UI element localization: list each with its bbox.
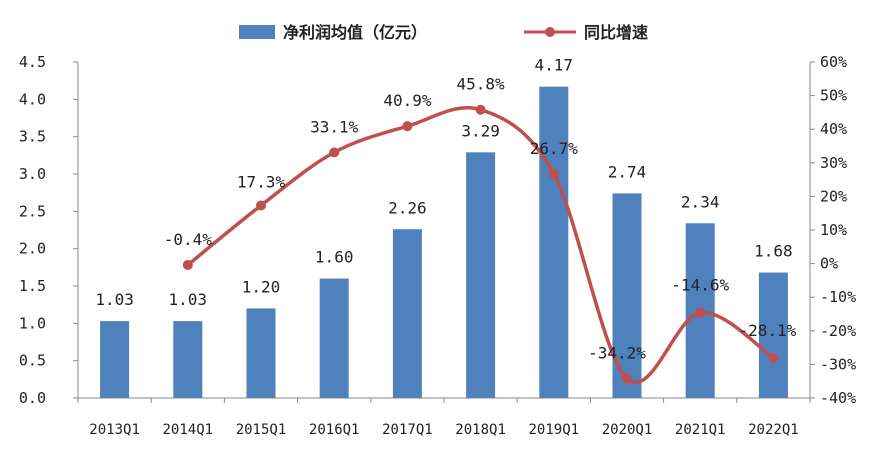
growth-value-label: 45.8%	[457, 75, 506, 94]
growth-point	[182, 259, 193, 270]
legend-bar-label: 净利润均值（亿元）	[283, 23, 427, 42]
right-tick-label: -20%	[820, 322, 856, 340]
growth-value-label: -0.4%	[164, 230, 213, 249]
left-tick-label: 1.0	[19, 314, 46, 332]
left-tick-label: 0.0	[19, 389, 46, 407]
bar-value-label: 1.03	[95, 290, 134, 309]
bar-value-label: 1.60	[315, 248, 354, 267]
x-tick-label: 2021Q1	[675, 422, 726, 438]
right-tick-label: 10%	[820, 221, 847, 239]
bar	[173, 321, 203, 398]
bar-value-label: 2.74	[608, 162, 647, 181]
bar-value-label: 1.20	[242, 277, 281, 296]
bar	[539, 86, 569, 398]
left-tick-label: 4.0	[19, 90, 46, 108]
x-tick-label: 2019Q1	[529, 422, 580, 438]
right-tick-label: 50%	[820, 87, 847, 105]
left-tick-label: 2.5	[19, 202, 46, 220]
x-tick-label: 2018Q1	[455, 422, 506, 438]
growth-value-label: 40.9%	[383, 91, 432, 110]
legend-bar-swatch	[239, 25, 275, 39]
right-tick-label: 40%	[820, 120, 847, 138]
legend-line-label: 同比增速	[584, 23, 648, 42]
right-tick-label: 20%	[820, 187, 847, 205]
bar-value-label: 2.34	[681, 192, 720, 211]
right-tick-label: 0%	[820, 255, 838, 273]
left-tick-label: 2.0	[19, 240, 46, 258]
data-labels: 1.03 1.03 1.20 1.60 2.26 3.29 4.17 2.74 2.34 1.68…	[95, 56, 796, 363]
growth-value-label: 33.1%	[310, 117, 359, 136]
left-tick-label: 0.5	[19, 352, 46, 370]
bar	[758, 272, 788, 398]
growth-value-label: -14.6%	[671, 276, 729, 295]
right-tick-label: 30%	[820, 154, 847, 172]
growth-point	[768, 353, 779, 364]
bar	[319, 278, 349, 398]
growth-point	[402, 121, 413, 132]
bar-value-label: 2.26	[388, 198, 427, 217]
left-tick-label: 1.5	[19, 277, 46, 295]
bar-value-label: 1.03	[169, 290, 208, 309]
x-tick-label: 2022Q1	[748, 422, 799, 438]
bar	[392, 229, 422, 398]
right-tick-label: -10%	[820, 288, 856, 306]
growth-value-label: 17.3%	[237, 172, 286, 191]
growth-point	[695, 307, 706, 318]
left-tick-label: 3.0	[19, 165, 46, 183]
bar	[100, 321, 130, 398]
left-tick-label: 4.5	[19, 53, 46, 71]
legend-line-marker	[545, 27, 555, 37]
growth-point	[622, 373, 632, 384]
growth-line	[186, 106, 775, 384]
bar-value-label: 1.68	[754, 242, 793, 261]
growth-point	[475, 104, 486, 115]
x-tick-label: 2017Q1	[382, 422, 433, 438]
x-tick-label: 2013Q1	[89, 422, 140, 438]
growth-point	[256, 200, 266, 211]
legend: 净利润均值（亿元） 同比增速	[239, 23, 648, 42]
bar	[246, 308, 276, 398]
growth-point	[329, 147, 340, 158]
bar-value-label: 3.29	[461, 121, 500, 140]
bar-series	[100, 86, 788, 398]
bar	[612, 193, 642, 398]
x-tick-label: 2016Q1	[309, 422, 360, 438]
growth-point	[548, 168, 559, 179]
x-tick-label: 2020Q1	[602, 422, 653, 438]
growth-value-label: -28.1%	[739, 321, 797, 340]
right-tick-label: -30%	[820, 355, 856, 373]
x-tick-label: 2014Q1	[163, 422, 214, 438]
growth-value-label: -34.2%	[588, 344, 646, 363]
left-tick-label: 3.5	[19, 128, 46, 146]
growth-value-label: 26.7%	[530, 139, 579, 158]
axes: 0.0 0.5 1.0 1.5 2.0 2.5 3.0 3.5 4.0 4.5 -40% -30% -2…	[19, 53, 856, 438]
bar-value-label: 4.17	[535, 56, 574, 75]
line-series	[182, 104, 779, 384]
right-tick-label: 60%	[820, 53, 847, 71]
right-tick-label: -40%	[820, 389, 856, 407]
x-tick-label: 2015Q1	[236, 422, 287, 438]
bar	[466, 152, 496, 398]
